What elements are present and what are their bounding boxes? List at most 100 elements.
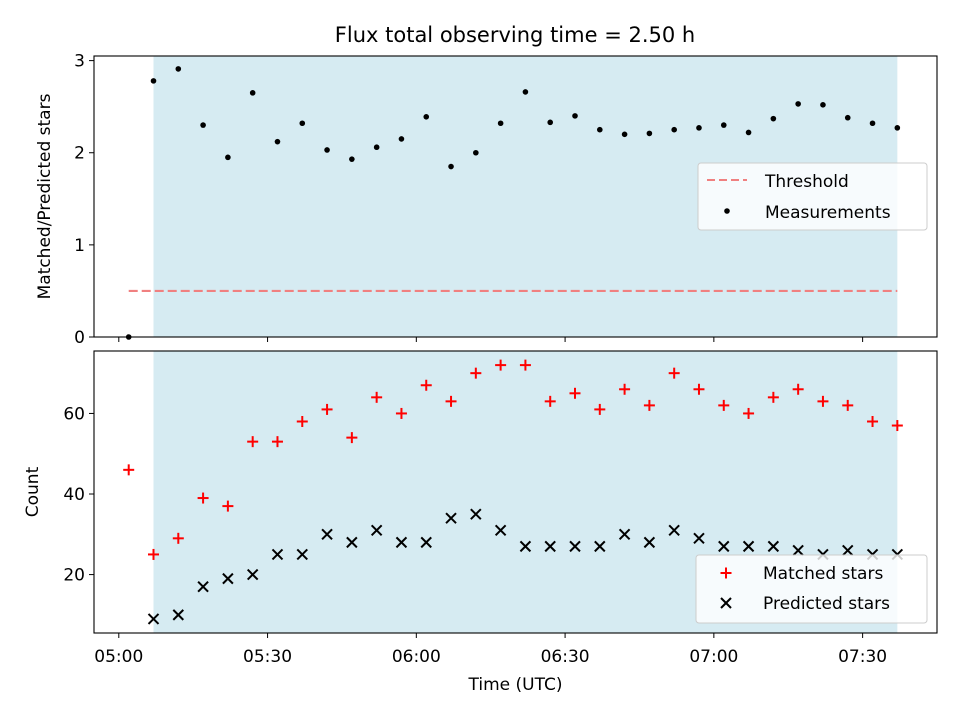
matched-point <box>619 383 631 395</box>
measurement-point <box>423 114 430 120</box>
measurement-point <box>671 126 677 133</box>
measurement-point <box>621 131 628 138</box>
measurement-point <box>522 89 529 95</box>
matched-point <box>495 359 507 371</box>
measurement-point <box>646 130 653 137</box>
matched-point <box>842 399 854 411</box>
predicted-point <box>147 613 160 625</box>
legend-matched-swatch <box>720 567 732 579</box>
predicted-point <box>842 544 854 557</box>
predicted-point <box>668 524 680 536</box>
y-tick-label: 1 <box>74 236 85 256</box>
matched-point <box>172 532 184 544</box>
measurement-point <box>324 147 330 153</box>
top-y-axis-label: Matched/Predicted stars <box>35 93 55 299</box>
y-tick-label: 2 <box>74 144 85 164</box>
y-tick-label: 3 <box>74 52 85 72</box>
measurement-point <box>547 119 554 126</box>
predicted-point <box>395 536 408 549</box>
predicted-point <box>618 528 631 541</box>
matched-point <box>718 399 730 411</box>
predicted-point <box>519 540 532 553</box>
predicted-point <box>321 528 333 541</box>
matched-point <box>668 367 680 379</box>
count-points <box>123 359 904 625</box>
predicted-point <box>767 540 780 553</box>
measurement-point <box>572 113 578 119</box>
bottom-legend: Matched stars Predicted stars <box>695 554 928 624</box>
predicted-point <box>594 540 606 553</box>
matched-point <box>445 395 457 407</box>
measurement-point <box>373 144 380 151</box>
predicted-point <box>693 532 705 545</box>
matched-point <box>569 387 581 399</box>
bottom-axes-frame <box>93 350 938 634</box>
matched-point <box>271 436 283 448</box>
matched-point <box>519 359 531 371</box>
measurement-point <box>398 136 405 142</box>
predicted-point <box>445 512 457 524</box>
legend-measurements-label: Measurements <box>765 203 891 223</box>
matched-point <box>197 492 209 504</box>
measurement-point <box>820 102 826 108</box>
measurement-point <box>473 149 479 156</box>
measurement-point <box>175 66 182 72</box>
x-axis-label: Time (UTC) <box>468 675 563 695</box>
matched-point <box>371 391 383 403</box>
measurement-point <box>299 120 306 127</box>
predicted-point <box>197 580 209 593</box>
predicted-point <box>246 568 259 581</box>
top-axes-frame <box>93 55 938 338</box>
measurement-points <box>125 66 901 340</box>
measurement-point <box>844 114 851 121</box>
measurement-point <box>696 125 702 131</box>
top-panel: 0 1 2 3 Matched/Predicted stars Threshold M… <box>35 52 938 348</box>
x-tick-label: 07:30 <box>838 647 887 667</box>
predicted-point <box>792 544 804 557</box>
matched-point <box>817 395 829 407</box>
matched-point <box>867 416 879 427</box>
measurement-point <box>150 78 157 84</box>
matched-point <box>296 416 308 427</box>
predicted-point <box>172 609 185 621</box>
matched-point <box>247 436 259 448</box>
matched-point <box>891 420 903 432</box>
y-tick-label: 60 <box>63 404 85 424</box>
x-tick-label: 07:00 <box>689 647 738 667</box>
predicted-point <box>420 536 432 549</box>
measurement-point <box>795 101 801 107</box>
predicted-point <box>470 508 482 520</box>
chart-title: Flux total observing time = 2.50 h <box>335 23 695 47</box>
x-tick-label: 06:30 <box>541 647 590 667</box>
y-tick-label: 0 <box>74 328 85 348</box>
bottom-legend-box <box>695 554 928 624</box>
predicted-point <box>370 524 383 536</box>
measurement-point <box>597 126 603 133</box>
measurement-point <box>497 120 504 127</box>
legend-measurements-swatch <box>724 208 730 214</box>
matched-point <box>693 383 705 395</box>
predicted-point <box>296 548 308 561</box>
matched-point <box>643 399 655 411</box>
x-tick-label: 06:00 <box>392 647 441 667</box>
matched-point <box>346 432 358 444</box>
top-legend-box <box>697 162 928 231</box>
y-tick-label: 40 <box>63 485 85 505</box>
predicted-point <box>742 540 755 553</box>
matched-point <box>544 395 556 407</box>
predicted-point <box>569 540 581 553</box>
x-tick-label: 05:00 <box>94 647 143 667</box>
matched-point <box>123 464 135 476</box>
predicted-point <box>544 540 556 553</box>
y-tick-label: 20 <box>63 566 85 586</box>
legend-cross-marker <box>720 597 732 609</box>
measurement-point <box>274 138 281 145</box>
legend-matched-label: Matched stars <box>763 564 883 584</box>
matched-point <box>470 367 482 379</box>
measurement-point <box>894 125 901 131</box>
legend-predicted-swatch <box>720 597 732 609</box>
measurement-point <box>869 120 876 127</box>
matched-point <box>420 379 432 391</box>
matched-point <box>395 407 407 419</box>
